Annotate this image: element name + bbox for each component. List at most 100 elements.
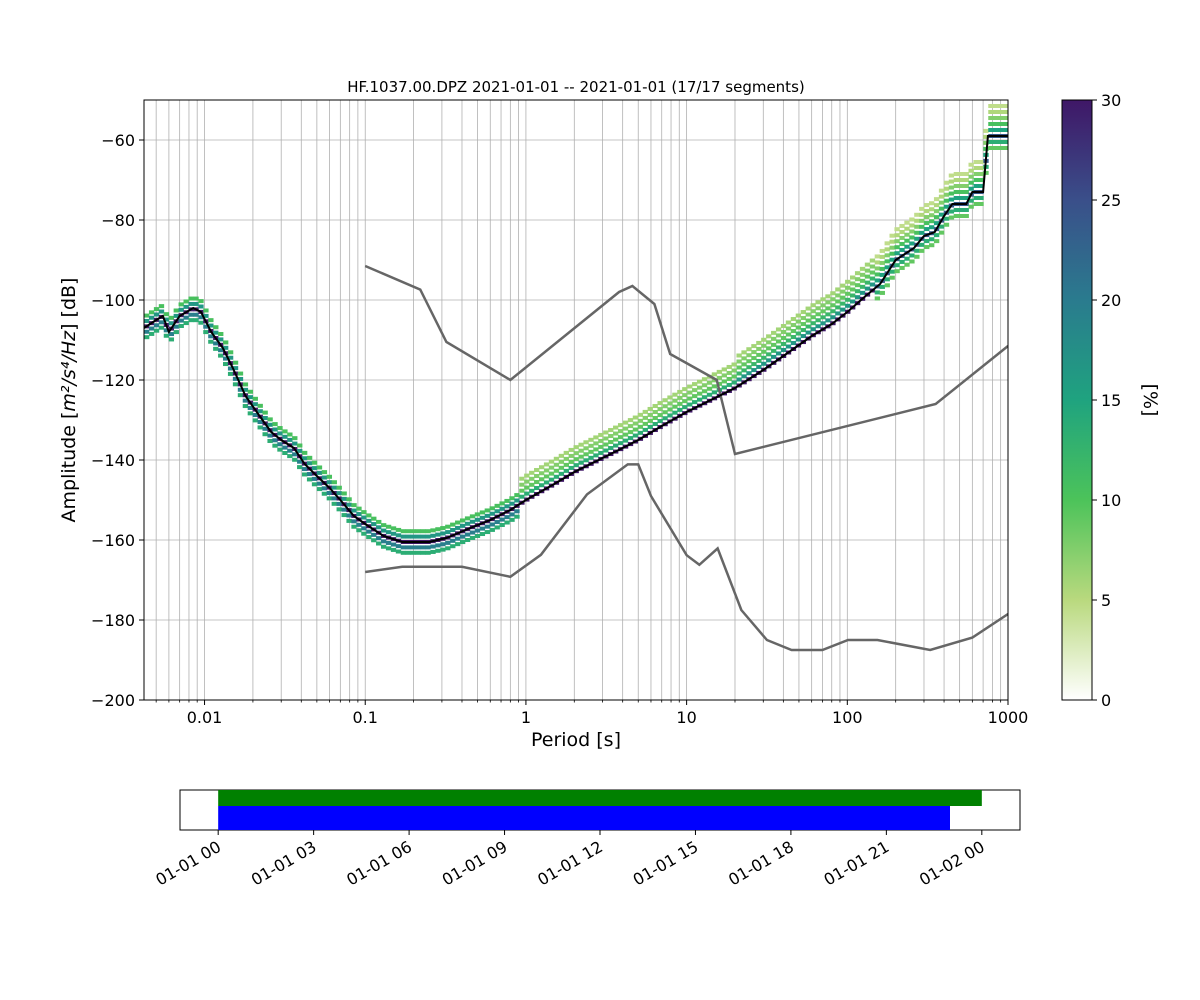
ppsd-bin xyxy=(578,448,584,453)
ppsd-bin xyxy=(563,450,569,455)
ppsd-bin xyxy=(988,140,994,144)
ppsd-bin xyxy=(854,295,861,300)
ppsd-bin xyxy=(958,178,964,182)
ppsd-bin xyxy=(213,330,219,335)
ppsd-bin xyxy=(933,239,940,244)
ppsd-bin xyxy=(692,394,698,399)
ppsd-bin xyxy=(203,330,209,335)
ppsd-bin xyxy=(380,544,387,549)
ppsd-bin xyxy=(420,550,426,555)
ppsd-bin xyxy=(376,525,382,530)
ppsd-bin xyxy=(864,262,871,267)
ppsd-bin xyxy=(850,287,856,292)
ppsd-bin xyxy=(805,324,811,329)
ppsd-bin xyxy=(859,266,866,271)
ppsd-bin xyxy=(805,306,811,311)
ppsd-bin xyxy=(430,544,436,549)
ppsd-bin xyxy=(553,468,560,473)
ppsd-bin xyxy=(455,520,461,525)
ppsd-bin xyxy=(361,515,367,520)
ppsd-bin xyxy=(914,254,920,259)
ppsd-bin xyxy=(943,216,950,221)
ppsd-bin xyxy=(306,455,313,460)
ppsd-bin xyxy=(297,443,303,448)
coverage-tick-label: 01-01 12 xyxy=(534,837,606,889)
ppsd-bin xyxy=(943,204,950,209)
ppsd-bin xyxy=(899,241,905,246)
ppsd-bin xyxy=(869,282,876,287)
ppsd-bin xyxy=(622,438,629,443)
major-grid xyxy=(144,100,1008,700)
ppsd-bin xyxy=(706,380,713,385)
ppsd-bin xyxy=(845,291,851,296)
ppsd-bin xyxy=(588,437,594,442)
ppsd-bin xyxy=(973,178,979,182)
ppsd-bin xyxy=(899,247,905,252)
ppsd-bin xyxy=(642,415,648,420)
ppsd-bin xyxy=(869,258,876,263)
ppsd-bin xyxy=(687,402,693,407)
ppsd-bin xyxy=(652,404,658,409)
ppsd-bin xyxy=(469,535,476,540)
ppsd-bin xyxy=(938,206,945,211)
ppsd-bin xyxy=(761,361,767,366)
ppsd-bin xyxy=(726,370,732,375)
ppsd-bin xyxy=(222,340,229,345)
ppsd-bin xyxy=(701,377,708,382)
ppsd-bin xyxy=(227,371,234,376)
ppsd-bin xyxy=(850,299,856,304)
ppsd-bin xyxy=(716,375,723,380)
y-tick-label: −200 xyxy=(91,691,135,710)
ppsd-bin xyxy=(820,303,826,308)
colorbar-tick-label: 10 xyxy=(1101,491,1121,510)
ppsd-bin xyxy=(993,140,999,144)
ppsd-bin xyxy=(331,485,337,490)
ppsd-bin xyxy=(914,218,920,223)
ppsd-bin xyxy=(237,376,244,381)
ppsd-bin xyxy=(183,299,189,304)
ppsd-bin xyxy=(879,290,885,295)
ppsd-bin xyxy=(524,473,530,478)
ppsd-bin xyxy=(963,184,969,188)
ppsd-bin xyxy=(144,335,150,340)
ppsd-bin xyxy=(751,356,757,361)
ppsd-bin xyxy=(879,284,885,289)
ppsd-bin xyxy=(929,237,935,242)
ppsd-bin xyxy=(469,514,476,519)
ppsd-bin xyxy=(914,212,920,217)
ppsd-bin xyxy=(948,209,955,214)
ppsd-bin xyxy=(301,450,308,455)
colorbar-tick-label: 25 xyxy=(1101,191,1121,210)
ppsd-bin xyxy=(489,511,495,516)
y-tick-label: −140 xyxy=(91,451,135,470)
ppsd-bin xyxy=(746,371,752,376)
ppsd-bin xyxy=(440,542,446,547)
ppsd-bin xyxy=(272,438,278,443)
ppsd-bin xyxy=(899,235,905,240)
ppsd-bin xyxy=(242,398,249,403)
ppsd-bin xyxy=(538,471,545,476)
ppsd-bin xyxy=(953,208,960,212)
ppsd-bin xyxy=(766,346,772,351)
ppsd-bin xyxy=(173,308,179,313)
ppsd-bin xyxy=(721,367,727,372)
ppsd-bin xyxy=(173,313,179,318)
ppsd-bin xyxy=(938,212,945,217)
ppsd-bin xyxy=(835,287,841,292)
ppsd-bin xyxy=(993,146,999,150)
x-axis-label: Period [s] xyxy=(531,729,621,751)
ppsd-bin xyxy=(919,248,925,253)
ppsd-bin xyxy=(287,448,293,453)
ppsd-bin xyxy=(933,215,940,220)
ppsd-bin xyxy=(232,382,239,387)
ppsd-bin xyxy=(613,431,619,436)
ppsd-bin xyxy=(410,545,416,550)
ppsd-bin xyxy=(218,353,224,358)
colorbar-tick-label: 5 xyxy=(1101,591,1111,610)
ppsd-bin xyxy=(613,443,619,448)
ppsd-bin xyxy=(805,318,811,323)
ppsd-bin xyxy=(311,482,318,487)
ppsd-bin xyxy=(652,410,658,415)
ppsd-bin xyxy=(632,421,639,426)
ppsd-bin xyxy=(716,381,723,386)
